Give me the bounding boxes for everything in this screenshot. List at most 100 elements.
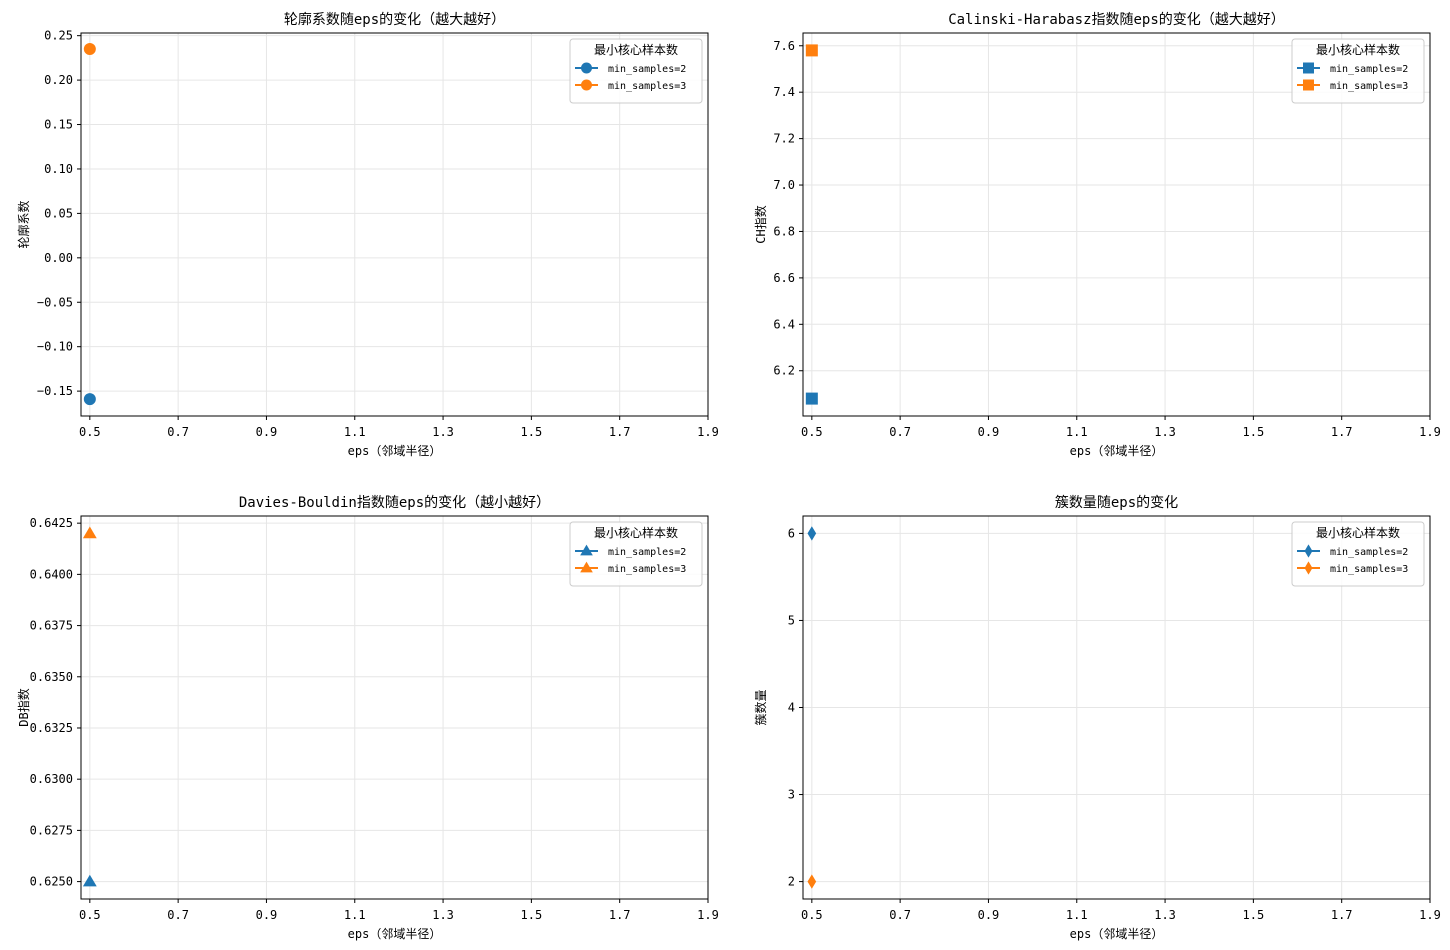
y-tick-label: 2: [788, 875, 795, 889]
data-point-min_samples=2: [83, 393, 96, 406]
y-tick-label: 7.0: [773, 178, 795, 192]
plot-frame: [80, 32, 709, 417]
legend-box: [569, 38, 703, 104]
y-tick-label: 0.00: [44, 251, 73, 265]
y-tick-label: 6.2: [773, 364, 795, 378]
y-axis-label: DB指数: [16, 688, 31, 726]
x-tick-label: 1.1: [1066, 425, 1088, 439]
legend-entry: min_samples=3: [608, 81, 686, 92]
legend-title: 最小核心样本数: [1316, 42, 1400, 57]
x-tick-label: 0.7: [167, 425, 189, 439]
x-tick-label: 0.9: [978, 425, 1000, 439]
x-tick-label: 1.1: [344, 425, 366, 439]
x-tick-label: 0.5: [79, 908, 101, 922]
chart-title: 轮廓系数随eps的变化（越大越好）: [284, 11, 505, 28]
x-tick-label: 1.5: [521, 908, 543, 922]
legend: 最小核心样本数 min_samples=2 min_samples=3: [569, 38, 703, 104]
data-point-min_samples=3: [82, 526, 97, 539]
legend-marker: [1304, 561, 1313, 575]
y-tick-label: 6.8: [773, 224, 795, 238]
x-tick-label: 1.9: [697, 425, 719, 439]
data-point-min_samples=3: [807, 874, 817, 889]
legend-entry: min_samples=2: [1330, 547, 1408, 558]
x-tick-label: 0.7: [889, 908, 911, 922]
legend-title: 最小核心样本数: [594, 42, 678, 57]
y-tick-label: 7.2: [773, 132, 795, 146]
y-tick-label: 4: [788, 701, 795, 715]
x-tick-label: 0.5: [79, 425, 101, 439]
x-tick-label: 0.5: [801, 908, 823, 922]
legend-entry: min_samples=3: [608, 564, 686, 575]
x-tick-label: 0.9: [256, 425, 278, 439]
y-tick-label: 0.10: [44, 162, 73, 176]
chart-title: Davies-Bouldin指数随eps的变化（越小越好）: [239, 495, 550, 511]
y-tick-label: 0.6375: [30, 619, 73, 633]
plot-frame: [802, 32, 1431, 417]
x-axis-label: eps（邻域半径）: [1070, 927, 1164, 941]
plot-frame: [80, 515, 709, 900]
x-tick-label: 1.1: [344, 908, 366, 922]
y-tick-label: 0.6250: [30, 875, 73, 889]
x-axis-label: eps（邻域半径）: [348, 927, 442, 941]
legend-entry: min_samples=2: [1330, 64, 1408, 75]
y-tick-label: 0.6300: [30, 772, 73, 786]
x-tick-label: 0.9: [256, 908, 278, 922]
legend: 最小核心样本数 min_samples=2 min_samples=3: [569, 521, 703, 587]
y-tick-label: −0.05: [37, 295, 73, 309]
x-tick-label: 0.5: [801, 425, 823, 439]
x-tick-label: 0.9: [978, 908, 1000, 922]
legend-box: [1291, 38, 1425, 104]
x-tick-label: 1.7: [609, 908, 631, 922]
legend-box: [569, 521, 703, 587]
y-tick-label: 0.6275: [30, 823, 73, 837]
x-tick-label: 1.3: [432, 908, 454, 922]
y-tick-label: 0.6325: [30, 721, 73, 735]
data-point-min_samples=3: [83, 42, 96, 55]
chart-title: Calinski-Harabasz指数随eps的变化（越大越好）: [948, 12, 1285, 28]
x-tick-label: 1.5: [521, 425, 543, 439]
x-tick-label: 0.7: [889, 425, 911, 439]
legend-entry: min_samples=3: [1330, 564, 1408, 575]
y-tick-label: 6: [788, 526, 795, 540]
chart-panel-1: 0.5 0.7 0.9 1.1 1.3 1.5 1.7 1.9 −0.15 −0.10 −0.05 0…: [16, 11, 719, 458]
y-tick-label: 6.6: [773, 271, 795, 285]
legend-title: 最小核心样本数: [594, 525, 678, 540]
legend-box: [1291, 521, 1425, 587]
x-tick-label: 1.7: [1331, 425, 1353, 439]
x-tick-label: 1.1: [1066, 908, 1088, 922]
legend-marker: [1303, 62, 1314, 74]
x-tick-label: 1.3: [1154, 908, 1176, 922]
data-point-min_samples=2: [805, 392, 818, 405]
chart-panel-4: 0.5 0.7 0.9 1.1 1.3 1.5 1.7 1.9 2 3 4 5 6 簇数量随eps的变化 e…: [753, 495, 1441, 941]
legend: 最小核心样本数 min_samples=2 min_samples=3: [1291, 38, 1425, 104]
x-axis-label: eps（邻域半径）: [348, 444, 442, 458]
legend-entry: min_samples=2: [608, 64, 686, 75]
y-axis-label: 轮廓系数: [16, 200, 31, 248]
legend-marker: [1304, 544, 1313, 558]
x-tick-label: 1.9: [697, 908, 719, 922]
x-tick-label: 1.9: [1419, 425, 1441, 439]
y-tick-label: 3: [788, 788, 795, 802]
chart-title: 簇数量随eps的变化: [1055, 495, 1178, 511]
legend-entry: min_samples=2: [608, 547, 686, 558]
x-tick-label: 1.5: [1243, 425, 1265, 439]
x-tick-label: 1.5: [1243, 908, 1265, 922]
x-tick-label: 1.7: [609, 425, 631, 439]
y-tick-label: 6.4: [773, 317, 795, 331]
y-tick-label: 7.6: [773, 39, 795, 53]
y-axis-label: CH指数: [753, 205, 768, 243]
y-tick-label: 0.6425: [30, 516, 73, 530]
legend: 最小核心样本数 min_samples=2 min_samples=3: [1291, 521, 1425, 587]
y-tick-label: 7.4: [773, 85, 795, 99]
y-axis-label: 簇数量: [753, 689, 768, 725]
y-tick-label: 0.6350: [30, 670, 73, 684]
data-point-min_samples=2: [82, 874, 97, 887]
y-tick-label: 0.6400: [30, 567, 73, 581]
chart-panel-2: 0.5 0.7 0.9 1.1 1.3 1.5 1.7 1.9 6.2 6.4 6.6 6.8 7.0 7…: [753, 12, 1441, 458]
y-tick-label: 0.20: [44, 73, 73, 87]
legend-marker: [581, 62, 592, 74]
y-tick-label: 0.25: [44, 29, 73, 43]
x-tick-label: 1.9: [1419, 908, 1441, 922]
legend-marker: [581, 79, 592, 91]
